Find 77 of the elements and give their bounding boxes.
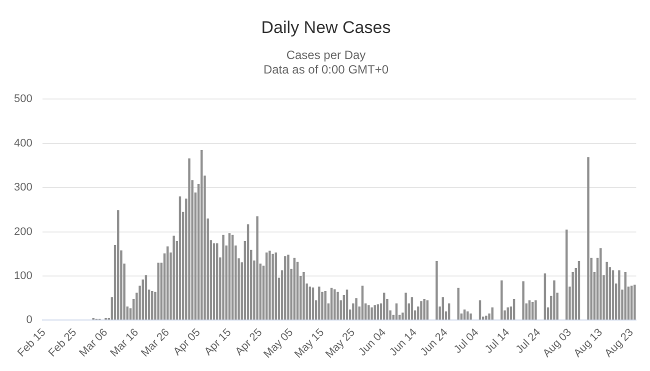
bar [506, 307, 509, 320]
x-tick-label: Mar 06 [77, 326, 110, 360]
bar [404, 292, 407, 320]
bar [420, 301, 422, 320]
bar [587, 157, 590, 320]
bar [144, 275, 148, 320]
x-tick-label: Jun 14 [387, 326, 420, 358]
bar [318, 286, 320, 320]
bar [188, 158, 190, 320]
bar [630, 286, 633, 320]
bar [442, 297, 444, 320]
bar [336, 292, 339, 320]
bar [374, 305, 376, 320]
y-tick-label: 100 [14, 270, 32, 282]
bar [228, 233, 231, 320]
x-tick-label: Jun 04 [356, 326, 388, 358]
bar [612, 270, 614, 320]
bar [634, 284, 636, 320]
y-tick-label: 0 [26, 314, 32, 326]
bar [436, 260, 438, 320]
bar [522, 281, 524, 320]
x-tick-label: Jul 04 [452, 326, 482, 356]
chart-title: Daily New Cases [261, 18, 391, 37]
bar [618, 270, 620, 320]
x-tick-label: Mar 16 [108, 326, 141, 360]
bar [534, 300, 537, 320]
bar [470, 314, 472, 320]
bar [572, 272, 574, 320]
y-tick-label: 400 [14, 137, 32, 150]
bar [457, 288, 460, 320]
bar [222, 234, 224, 320]
y-tick-label: 500 [14, 93, 32, 106]
x-tick-label: Jun 24 [418, 326, 450, 358]
bar [466, 311, 469, 320]
bar [370, 307, 373, 320]
x-tick-label: Aug 03 [540, 326, 574, 360]
x-tick-label: Feb 25 [46, 326, 80, 360]
bar [268, 250, 271, 320]
y-tick-label: 200 [14, 226, 32, 238]
bar [606, 262, 608, 320]
x-tick-label: Mar 26 [139, 326, 172, 360]
x-tick-label: Apr 05 [171, 326, 203, 358]
x-tick-label: Jul 24 [514, 326, 544, 356]
bar [485, 316, 488, 320]
bar [600, 248, 602, 320]
bar [284, 256, 286, 320]
bar [368, 305, 370, 320]
bar [172, 236, 175, 320]
x-tick-label: Aug 23 [602, 326, 636, 360]
bar [500, 280, 503, 320]
y-tick-label: 300 [14, 182, 32, 194]
bar [423, 298, 426, 320]
bar [117, 210, 120, 320]
bar [410, 297, 414, 320]
bar [272, 254, 274, 320]
x-tick-label: Jul 14 [482, 326, 512, 356]
bar [361, 286, 364, 320]
bar [553, 280, 556, 320]
x-tick-label: Aug 13 [572, 326, 605, 360]
bar [346, 290, 348, 320]
bar [287, 254, 290, 320]
x-tick-label: Apr 15 [202, 326, 234, 358]
chart-subtitle: Cases per Day Data as of 0:00 GMT+0 [263, 48, 389, 76]
bar [334, 289, 336, 320]
bar [265, 252, 268, 320]
bar [566, 230, 568, 320]
bar [157, 262, 160, 320]
bar [231, 234, 234, 320]
bar [178, 196, 182, 320]
bar [274, 252, 277, 320]
bar [200, 150, 203, 320]
bar [151, 290, 154, 320]
bar [324, 290, 326, 320]
bar [256, 216, 258, 320]
x-tick-label: Feb 15 [15, 326, 48, 360]
bar [302, 272, 305, 320]
bar [355, 298, 358, 320]
